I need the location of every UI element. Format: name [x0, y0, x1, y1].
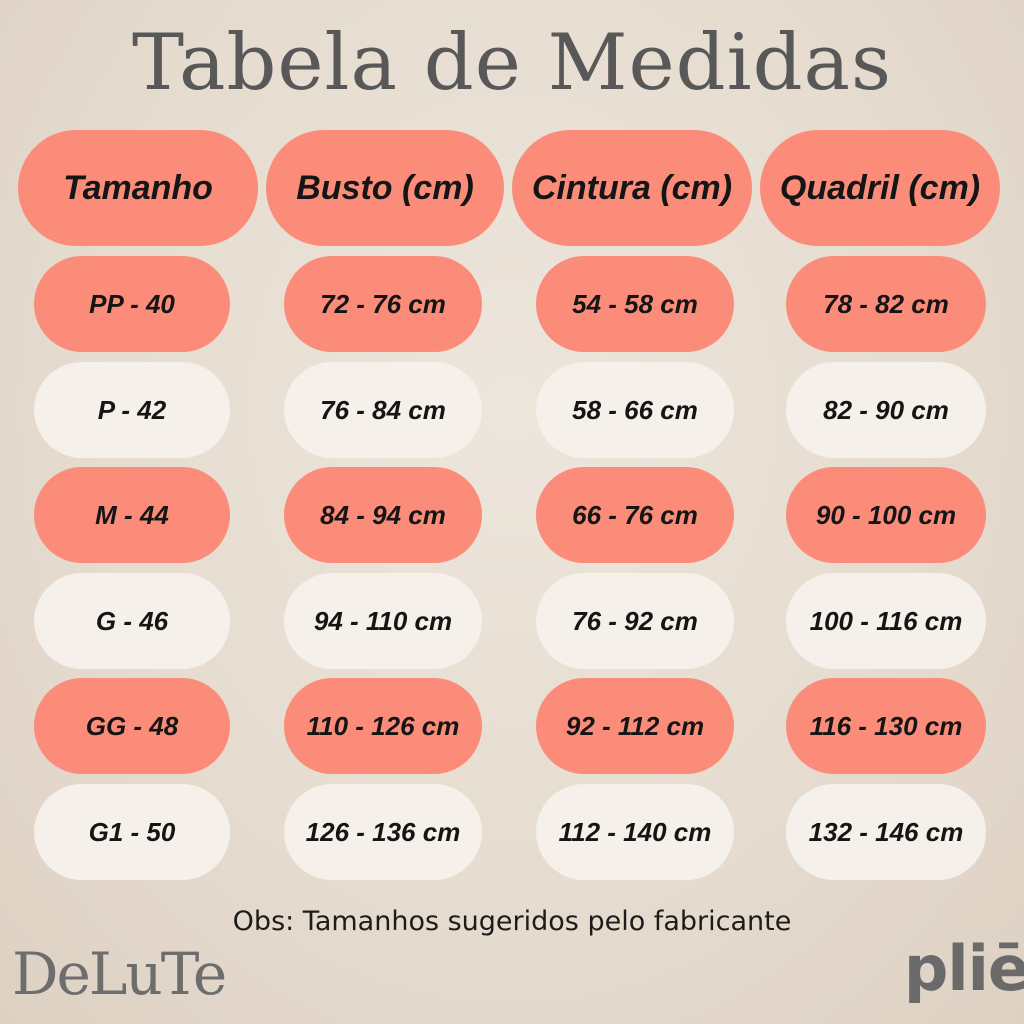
header-hip: Quadril (cm)	[760, 130, 1000, 246]
cell-waist: 112 - 140 cm	[536, 784, 734, 880]
cell-bust: 126 - 136 cm	[284, 784, 482, 880]
footnote: Obs: Tamanhos sugeridos pelo fabricante	[232, 906, 792, 937]
cell-hip: 100 - 116 cm	[786, 573, 986, 669]
plie-logo: pliē	[904, 932, 1024, 1005]
cell-hip: 132 - 146 cm	[786, 784, 986, 880]
cell-bust: 72 - 76 cm	[284, 256, 482, 352]
cell-waist: 92 - 112 cm	[536, 678, 734, 774]
cell-hip: 116 - 130 cm	[786, 678, 986, 774]
cell-size: PP - 40	[34, 256, 230, 352]
header-size: Tamanho	[18, 130, 258, 246]
cell-waist: 66 - 76 cm	[536, 467, 734, 563]
cell-size: M - 44	[34, 467, 230, 563]
cell-waist: 76 - 92 cm	[536, 573, 734, 669]
cell-waist: 54 - 58 cm	[536, 256, 734, 352]
page-title: Tabela de Medidas	[131, 18, 893, 108]
delute-logo: DeLuTe	[12, 928, 227, 1008]
cell-size: GG - 48	[34, 678, 230, 774]
cell-bust: 110 - 126 cm	[284, 678, 482, 774]
delute-logo-text: DeLuTe	[12, 940, 227, 1008]
header-waist: Cintura (cm)	[512, 130, 752, 246]
cell-hip: 90 - 100 cm	[786, 467, 986, 563]
cell-waist: 58 - 66 cm	[536, 362, 734, 458]
header-bust: Busto (cm)	[266, 130, 504, 246]
cell-bust: 76 - 84 cm	[284, 362, 482, 458]
plie-logo-text: pliē	[904, 932, 1024, 1005]
cell-bust: 84 - 94 cm	[284, 467, 482, 563]
cell-hip: 82 - 90 cm	[786, 362, 986, 458]
cell-size: G1 - 50	[34, 784, 230, 880]
cell-size: P - 42	[34, 362, 230, 458]
cell-size: G - 46	[34, 573, 230, 669]
cell-hip: 78 - 82 cm	[786, 256, 986, 352]
cell-bust: 94 - 110 cm	[284, 573, 482, 669]
